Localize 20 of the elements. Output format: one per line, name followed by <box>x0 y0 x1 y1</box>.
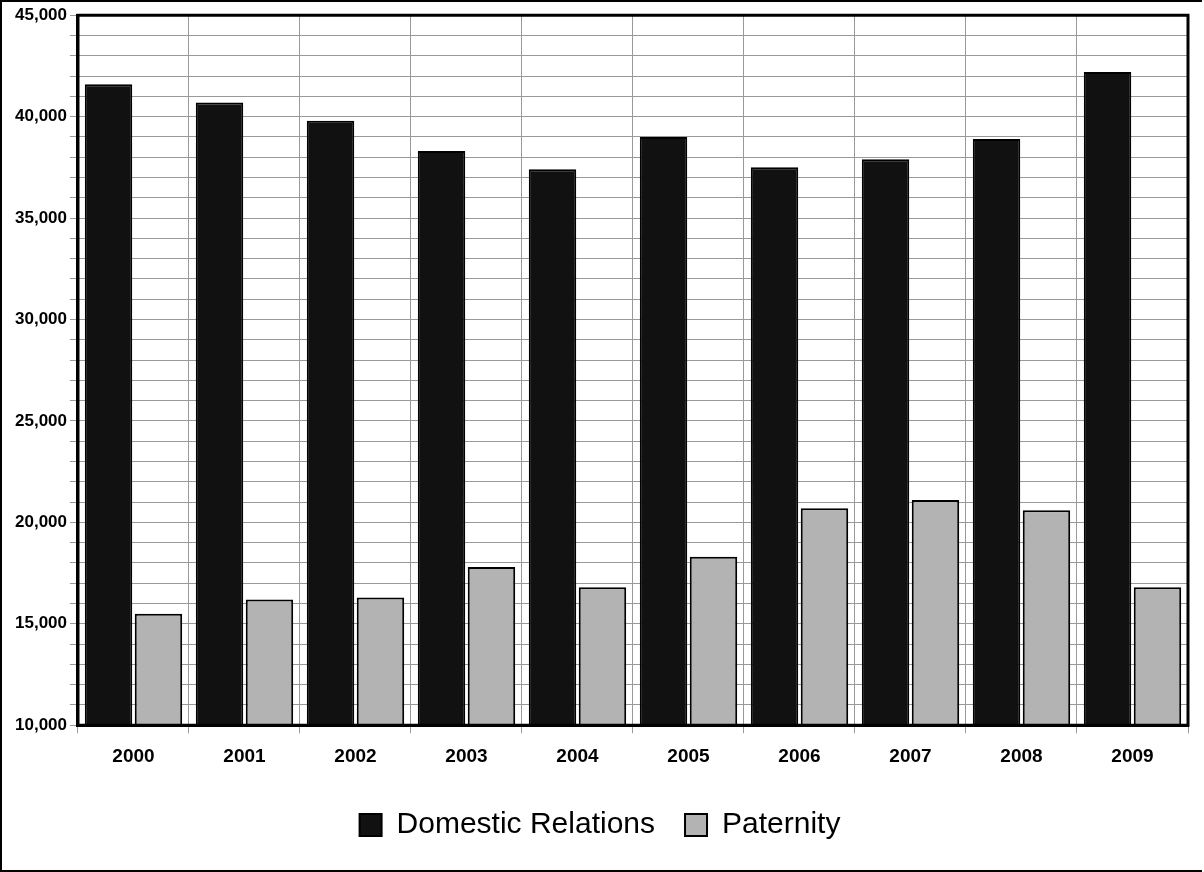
y-tick-label: 20,000 <box>15 512 67 532</box>
y-tick-label: 35,000 <box>15 207 67 227</box>
x-tick-label: 2000 <box>112 744 155 766</box>
y-tick-label: 40,000 <box>15 106 67 126</box>
x-tick-label: 2001 <box>223 744 267 766</box>
x-tick-label: 2006 <box>778 744 821 766</box>
x-tick-label: 2003 <box>445 744 488 766</box>
legend-label: Domestic Relations <box>396 806 656 840</box>
x-tick-label: 2002 <box>334 744 377 766</box>
x-tick-label: 2004 <box>556 744 600 766</box>
x-tick-label: 2005 <box>667 744 711 766</box>
legend-label: Paternity <box>722 806 841 840</box>
x-tick-label: 2007 <box>889 744 932 766</box>
x-tick-label: 2008 <box>1000 744 1043 766</box>
y-tick-label: 15,000 <box>15 613 67 633</box>
x-tick-label: 2009 <box>1111 744 1154 766</box>
y-tick-label: 25,000 <box>15 410 67 430</box>
y-tick-label: 10,000 <box>15 714 67 734</box>
y-tick-label: 30,000 <box>15 309 67 329</box>
y-tick-label: 45,000 <box>15 4 67 24</box>
